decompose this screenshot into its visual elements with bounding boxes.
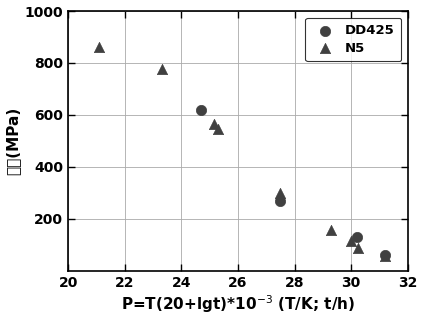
N5 (355, 245, 362, 250)
DD425 (354, 234, 360, 239)
Y-axis label: 应力(MPa): 应力(MPa) (5, 107, 21, 175)
N5 (215, 126, 222, 132)
X-axis label: P=T(20+lgt)*10$^{-3}$ (T/K; t/h): P=T(20+lgt)*10$^{-3}$ (T/K; t/h) (121, 294, 355, 316)
DD425 (382, 253, 388, 258)
N5 (158, 67, 165, 72)
Legend: DD425, N5: DD425, N5 (305, 18, 401, 61)
N5 (277, 190, 284, 195)
DD425 (277, 198, 284, 203)
N5 (382, 254, 388, 259)
N5 (211, 121, 217, 126)
N5 (328, 228, 335, 233)
DD425 (198, 107, 205, 112)
N5 (348, 238, 354, 243)
N5 (96, 45, 103, 50)
